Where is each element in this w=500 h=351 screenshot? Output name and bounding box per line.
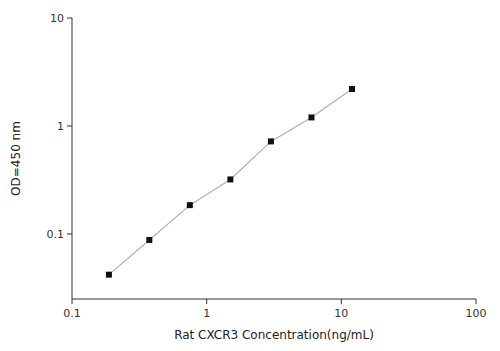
line [109, 89, 352, 275]
y-tick [67, 18, 72, 19]
marker [146, 237, 152, 243]
x-axis-line [72, 299, 476, 300]
x-tick-label: 100 [466, 307, 487, 320]
x-tick [72, 299, 73, 304]
chart: 0.1 1 10 100 0.1 1 10 Rat CXCR3 Concentration(n… [0, 0, 500, 351]
marker [349, 86, 355, 92]
y-axis-line [72, 18, 73, 299]
x-tick-label: 0.1 [63, 307, 81, 320]
marker [268, 138, 274, 144]
axes: 0.1 1 10 100 0.1 1 10 [47, 12, 487, 320]
plot-area [106, 86, 355, 278]
marker [308, 114, 314, 120]
x-tick-label: 1 [203, 307, 210, 320]
x-tick-label: 10 [334, 307, 348, 320]
y-tick-label: 1 [57, 120, 64, 133]
marker [106, 272, 112, 278]
y-tick [67, 125, 72, 126]
marker [187, 202, 193, 208]
y-tick-label: 10 [50, 12, 64, 25]
x-tick [341, 299, 342, 304]
y-tick [67, 233, 72, 234]
y-tick-label: 0.1 [47, 228, 65, 241]
x-axis-label: Rat CXCR3 Concentration(ng/mL) [174, 328, 374, 342]
x-tick [206, 299, 207, 304]
y-axis-label: OD=450 nm [9, 121, 23, 196]
x-tick [476, 299, 477, 304]
marker [227, 176, 233, 182]
